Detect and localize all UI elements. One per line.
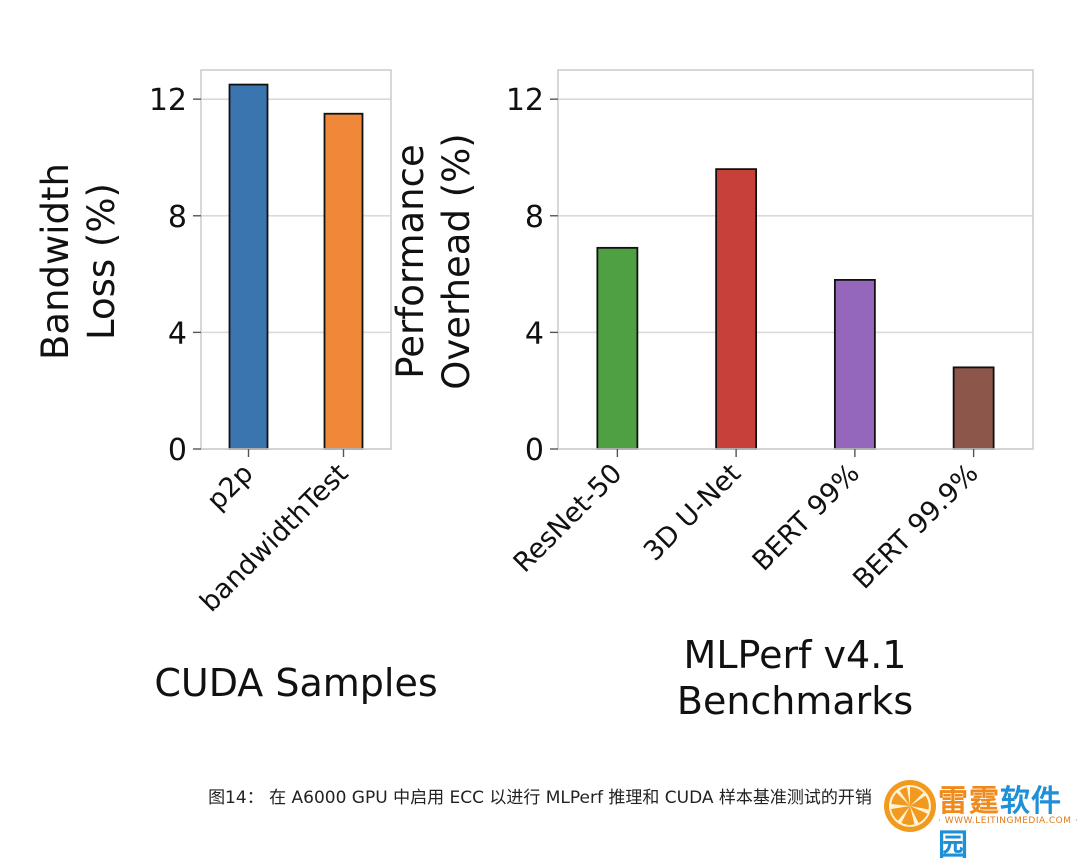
- plot-frame: [200, 69, 392, 450]
- figure-caption: 图14： 在 A6000 GPU 中启用 ECC 以进行 MLPerf 推理和 …: [208, 788, 872, 808]
- y-axis-label: Performance: [389, 144, 432, 378]
- plot-frame: [557, 69, 1034, 450]
- x-tick-label: BERT 99%: [747, 458, 866, 577]
- y-tick-label: 4: [525, 316, 544, 351]
- bar-bert-99-9-: [952, 366, 995, 450]
- watermark-logo: 雷霆软件园 · WWW.LEITINGMEDIA.COM ·: [880, 770, 1080, 863]
- x-axis-label: MLPerf v4.1: [684, 633, 907, 677]
- y-tick-label: 0: [525, 433, 544, 468]
- orange-slice-icon: [884, 780, 936, 832]
- watermark-subtext: · WWW.LEITINGMEDIA.COM ·: [938, 816, 1079, 826]
- x-tick-label: ResNet-50: [508, 458, 629, 579]
- y-axis-label: Bandwidth: [34, 163, 77, 360]
- y-tick-label: 8: [525, 200, 544, 235]
- y-tick-label: 12: [149, 83, 187, 118]
- y-tick-label: 8: [168, 200, 187, 235]
- x-axis-label: Benchmarks: [677, 679, 913, 723]
- y-tick-label: 12: [506, 83, 544, 118]
- x-tick-label: p2p: [201, 458, 259, 516]
- bar-3d-u-net: [715, 168, 758, 450]
- bar-bert-99-: [833, 279, 876, 450]
- y-tick-label: 0: [168, 433, 187, 468]
- y-tick-label: 4: [168, 316, 187, 351]
- bar-bandwidthtest: [323, 112, 364, 450]
- y-axis-label: Loss (%): [80, 183, 123, 340]
- chart-panel-2: 0 4 8 12 ResNet-50 3D U-Net BERT 99%BERT 99.9%…: [389, 69, 1034, 723]
- bar-resnet-50: [596, 246, 639, 450]
- x-tick-label: BERT 99.9%: [847, 458, 984, 595]
- y-axis-label: Overhead (%): [435, 133, 478, 390]
- x-axis-label: CUDA Samples: [154, 661, 437, 705]
- bar-p2p: [228, 83, 269, 450]
- x-tick-label: 3D U-Net: [638, 458, 747, 567]
